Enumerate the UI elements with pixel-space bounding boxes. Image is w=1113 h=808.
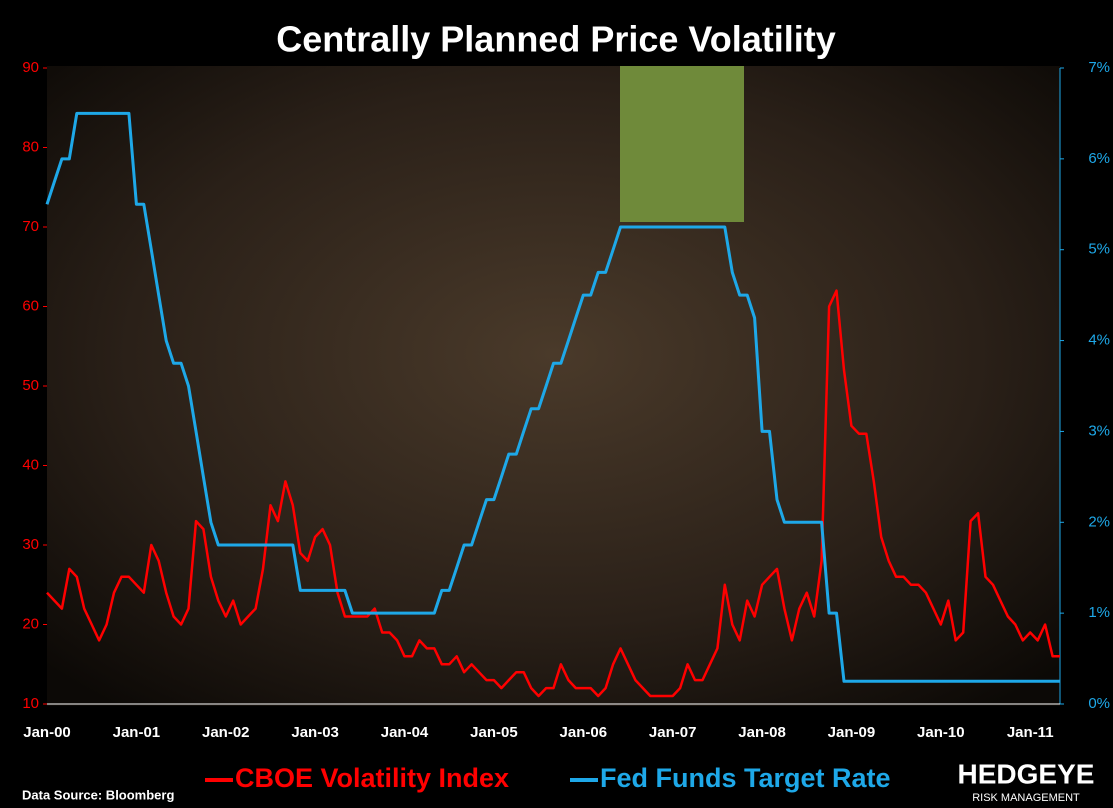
x-tick-label: Jan-07 [649, 724, 697, 741]
x-tick-label: Jan-11 [1007, 724, 1054, 741]
y-tick-label: 50 [22, 377, 39, 394]
legend-label: Fed Funds Target Rate [600, 763, 891, 793]
marks: 10 20 30 40 50 60 70 80 90 0% 1% 2% 3% 4% 5% 6% 7% Jan-00… [22, 59, 1110, 793]
series-line [46, 289, 1060, 698]
y2-tick-label: 3% [1088, 422, 1110, 439]
series-line [45, 111, 1060, 683]
x-tick-label: Jan-00 [23, 724, 71, 741]
y2-tick-label: 0% [1088, 695, 1110, 712]
source-note: Data Source: Bloomberg [22, 787, 174, 802]
x-tick-label: Jan-08 [738, 724, 786, 741]
y2-tick-label: 4% [1088, 332, 1110, 349]
brand: HEDGEYE [958, 758, 1095, 789]
y-tick-label: 60 [22, 297, 39, 314]
y-tick-label: 10 [22, 695, 39, 712]
y-tick-label: 30 [22, 536, 39, 553]
y-tick-label: 20 [22, 615, 39, 632]
x-tick-label: Jan-01 [113, 724, 161, 741]
y-tick-label: 80 [22, 138, 39, 155]
x-tick-label: Jan-04 [381, 724, 429, 741]
brand-sub: RISK MANAGEMENT [972, 792, 1080, 804]
y-tick-label: 40 [22, 456, 39, 473]
y2-tick-label: 5% [1088, 241, 1110, 258]
x-tick-label: Jan-09 [828, 724, 876, 741]
y-tick-label: 70 [22, 218, 39, 235]
x-tick-label: Jan-02 [202, 724, 250, 741]
y2-tick-label: 6% [1088, 150, 1110, 167]
x-tick-label: Jan-05 [470, 724, 518, 741]
x-tick-label: Jan-03 [291, 724, 339, 741]
chart-title: Centrally Planned Price Volatility [276, 19, 836, 60]
y2-tick-label: 1% [1088, 604, 1110, 621]
plot-background [47, 66, 1060, 706]
photo-inset [620, 66, 744, 222]
x-tick-label: Jan-10 [917, 724, 965, 741]
y-tick-label: 90 [22, 59, 39, 76]
x-tick-label: Jan-06 [560, 724, 608, 741]
legend-label: CBOE Volatility Index [235, 763, 509, 793]
y2-tick-label: 7% [1088, 59, 1110, 76]
y2-tick-label: 2% [1088, 513, 1110, 530]
